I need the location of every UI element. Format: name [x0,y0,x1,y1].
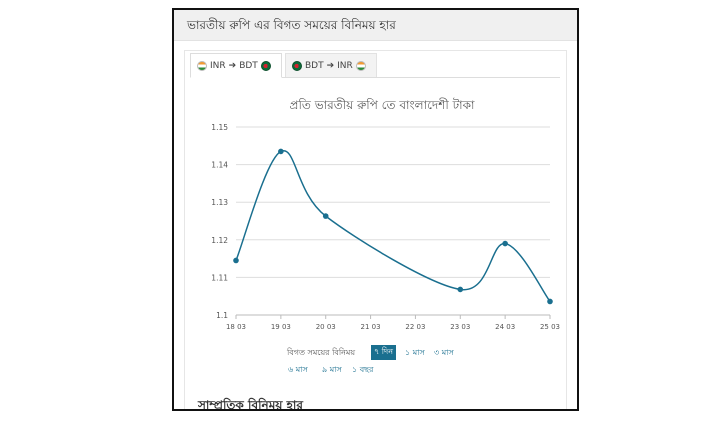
tab-divider [190,77,560,78]
data-point[interactable] [233,257,239,264]
x-tick-label: 18 03 [226,323,246,331]
y-tick-label: 1.13 [211,198,228,207]
panel-header: ভারতীয় রুপি এর বিগত সময়ের বিনিময় হার [174,10,577,41]
x-tick-label: 22 03 [405,323,425,331]
tab-bdt-to-inr[interactable]: BDT ➔ INR [285,53,377,78]
y-tick-label: 1.12 [211,236,228,245]
rate-chart-svg: প্রতি ভারতীয় রুপি তে বাংলাদেশী টাকা 1.1… [211,98,560,331]
panel-title: ভারতীয় রুপি এর বিগত সময়ের বিনিময় হার [187,18,396,32]
arrow-right-icon: ➔ [326,60,335,71]
range-6-months[interactable]: ৬ মাস [288,365,308,374]
exchange-widget: ভারতীয় রুপি এর বিগত সময়ের বিনিময় হার … [172,8,579,411]
tab-inr-to-bdt[interactable]: INR ➔ BDT [190,53,282,78]
x-tick-label: 24 03 [495,323,515,331]
range-3-months[interactable]: ৩ মাস [434,348,454,357]
range-9-months[interactable]: ৯ মাস [322,365,342,374]
data-point[interactable] [547,298,553,305]
data-point[interactable] [322,213,329,219]
arrow-right-icon: ➔ [228,60,237,71]
range-1-year[interactable]: ১ বছর [352,365,374,374]
x-tick-label: 20 03 [316,323,336,331]
bangladesh-flag-icon [260,60,271,71]
tab-to-label: BDT [239,60,258,71]
range-1-month[interactable]: ১ মাস [405,348,425,357]
chart-title: প্রতি ভারতীয় রুপি তে বাংলাদেশী টাকা [290,98,475,112]
tab-from-label: BDT [305,60,324,71]
x-tick-label: 23 03 [450,323,470,331]
tab-to-label: INR [337,60,353,71]
y-tick-label: 1.14 [211,161,228,170]
x-tick-label: 25 03 [540,323,560,331]
y-tick-label: 1.11 [211,273,228,282]
bangladesh-flag-icon [292,60,302,71]
india-flag-icon [197,60,207,71]
x-tick-label: 21 03 [361,323,381,331]
y-tick-label: 1.1 [216,311,228,320]
range-7-days[interactable]: ৭ দিন [371,345,397,360]
range-label: বিগত সময়ের বিনিময় [287,348,356,357]
data-point[interactable] [502,240,508,247]
series-line [235,150,551,302]
india-flag-icon [355,60,366,71]
rate-chart: প্রতি ভারতীয় রুপি তে বাংলাদেশী টাকা 1.1… [192,86,572,346]
tab-from-label: INR [210,60,226,71]
section-title: সাম্প্রতিক বিনিময় হার [198,398,304,411]
y-tick-label: 1.15 [211,123,228,132]
data-point[interactable] [457,286,464,293]
panel-body [184,50,567,409]
data-point[interactable] [278,148,284,155]
x-tick-label: 19 03 [271,323,291,331]
